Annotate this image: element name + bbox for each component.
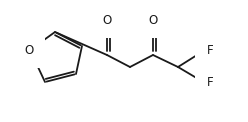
Text: O: O: [24, 44, 34, 56]
Text: F: F: [207, 76, 214, 90]
Text: O: O: [102, 14, 112, 26]
Text: F: F: [207, 44, 214, 56]
Text: O: O: [148, 14, 158, 26]
